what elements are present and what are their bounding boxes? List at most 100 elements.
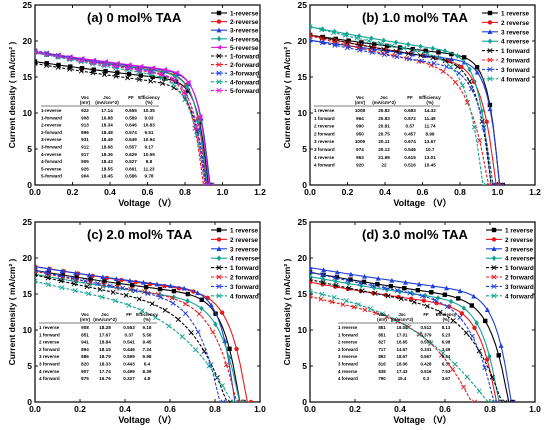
table-cell: 827: [378, 340, 386, 345]
table-cell: 964: [356, 116, 364, 121]
table-cell: 9.44: [442, 354, 451, 359]
data-point: [410, 51, 416, 57]
legend-marker: [216, 27, 222, 33]
table-cell: 5-forward: [41, 174, 62, 179]
data-point: [35, 278, 38, 284]
data-point: [332, 42, 338, 48]
table-cell: 2-forward: [41, 130, 62, 135]
data-point: [193, 124, 199, 130]
series-line-3-reverse: [35, 266, 239, 402]
table-cell: 2-reverse: [41, 123, 62, 128]
table-cell: 20.75: [378, 131, 390, 136]
data-point: [125, 75, 131, 81]
data-point: [375, 275, 381, 281]
table-cell: 0.379: [421, 332, 433, 337]
legend-marker: [487, 10, 493, 16]
table-cell: 18.45: [101, 174, 113, 179]
data-point: [389, 43, 395, 49]
data-point: [483, 318, 488, 324]
data-point: [310, 293, 313, 299]
data-point: [397, 288, 402, 295]
data-point: [68, 64, 73, 69]
x-tick-label: 1.0: [529, 404, 541, 414]
panel-title: (a) 0 mol% TAA: [87, 10, 182, 25]
data-point: [113, 73, 119, 79]
data-table: Voc (mV) Jsc (mA/cm^2) FF Efficiency (%) 1 reve…: [314, 95, 441, 168]
data-point: [418, 43, 423, 50]
data-point: [319, 291, 325, 297]
data-point: [124, 65, 130, 71]
legend-label: 4 reverse: [230, 256, 259, 263]
data-point: [140, 279, 146, 285]
data-point: [45, 282, 51, 288]
data-point: [393, 48, 399, 54]
table-cell: 851: [81, 332, 89, 337]
data-point: [406, 41, 411, 48]
data-point: [162, 67, 168, 73]
table-cell: 0.516: [404, 163, 416, 168]
table-header: FF: [126, 312, 132, 317]
data-point: [443, 285, 449, 291]
table-cell: 1 reverse: [338, 325, 358, 330]
table-cell: 0.57: [406, 124, 415, 129]
table-cell: 18.06: [397, 362, 409, 367]
table-cell: 0.37: [125, 332, 134, 337]
data-point: [333, 282, 339, 288]
table-cell: 5.23: [442, 332, 451, 337]
data-point: [474, 65, 480, 70]
series-line-4-forward: [35, 280, 236, 402]
table-cell: 0.557: [125, 145, 137, 150]
y-tick-label: 15: [23, 289, 33, 299]
data-point: [362, 307, 368, 313]
table-cell: 0.599: [123, 354, 135, 359]
data-point: [240, 399, 246, 402]
data-point: [471, 124, 477, 130]
legend-label: 3-reverse: [230, 28, 259, 35]
data-point: [464, 374, 470, 380]
table-cell: 881: [378, 325, 386, 330]
table-cell: 2 reverse: [39, 340, 60, 345]
legend-label: 2 forward: [505, 275, 534, 282]
table-cell: 21.98: [378, 155, 390, 160]
table-cell: 16.65: [397, 340, 409, 345]
data-point: [310, 37, 313, 43]
data-point: [375, 281, 380, 287]
data-point: [359, 288, 365, 294]
legend-marker: [216, 283, 222, 289]
data-point: [45, 275, 51, 281]
data-point: [371, 46, 377, 52]
data-point: [195, 329, 201, 335]
data-point: [182, 88, 188, 94]
data-point: [107, 283, 113, 289]
data-point: [355, 301, 361, 308]
table-cell: 3.67: [442, 376, 451, 381]
table-cell: 10.7: [426, 147, 435, 152]
table-cell: 10.83: [143, 123, 155, 128]
x-tick-label: 0.4: [104, 187, 116, 197]
legend-marker: [216, 87, 222, 93]
data-point: [467, 66, 472, 73]
data-point: [359, 282, 364, 289]
table-cell: 20.82: [378, 108, 390, 113]
table-cell: 17.43: [397, 369, 409, 374]
data-point: [310, 269, 313, 275]
table-cell: 974: [356, 147, 364, 152]
x-tick-label: 0.8: [484, 404, 496, 414]
legend-marker: [216, 255, 222, 261]
data-point: [70, 275, 76, 281]
data-point: [459, 311, 465, 316]
table-cell: 0.649: [125, 137, 137, 142]
table-header: Voc (mV): [80, 312, 91, 322]
data-point: [442, 292, 447, 297]
data-point: [166, 323, 172, 329]
table-cell: 0.589: [125, 115, 137, 120]
data-point: [159, 75, 165, 81]
x-tick-label: 0.6: [439, 404, 451, 414]
data-point: [488, 399, 494, 402]
x-tick-label: 1.2: [254, 187, 266, 197]
data-point: [150, 65, 156, 71]
table-cell: 5-reverse: [41, 166, 62, 171]
x-tick-label: 0.0: [29, 187, 41, 197]
data-point: [498, 343, 504, 348]
table-cell: 838: [378, 369, 386, 374]
